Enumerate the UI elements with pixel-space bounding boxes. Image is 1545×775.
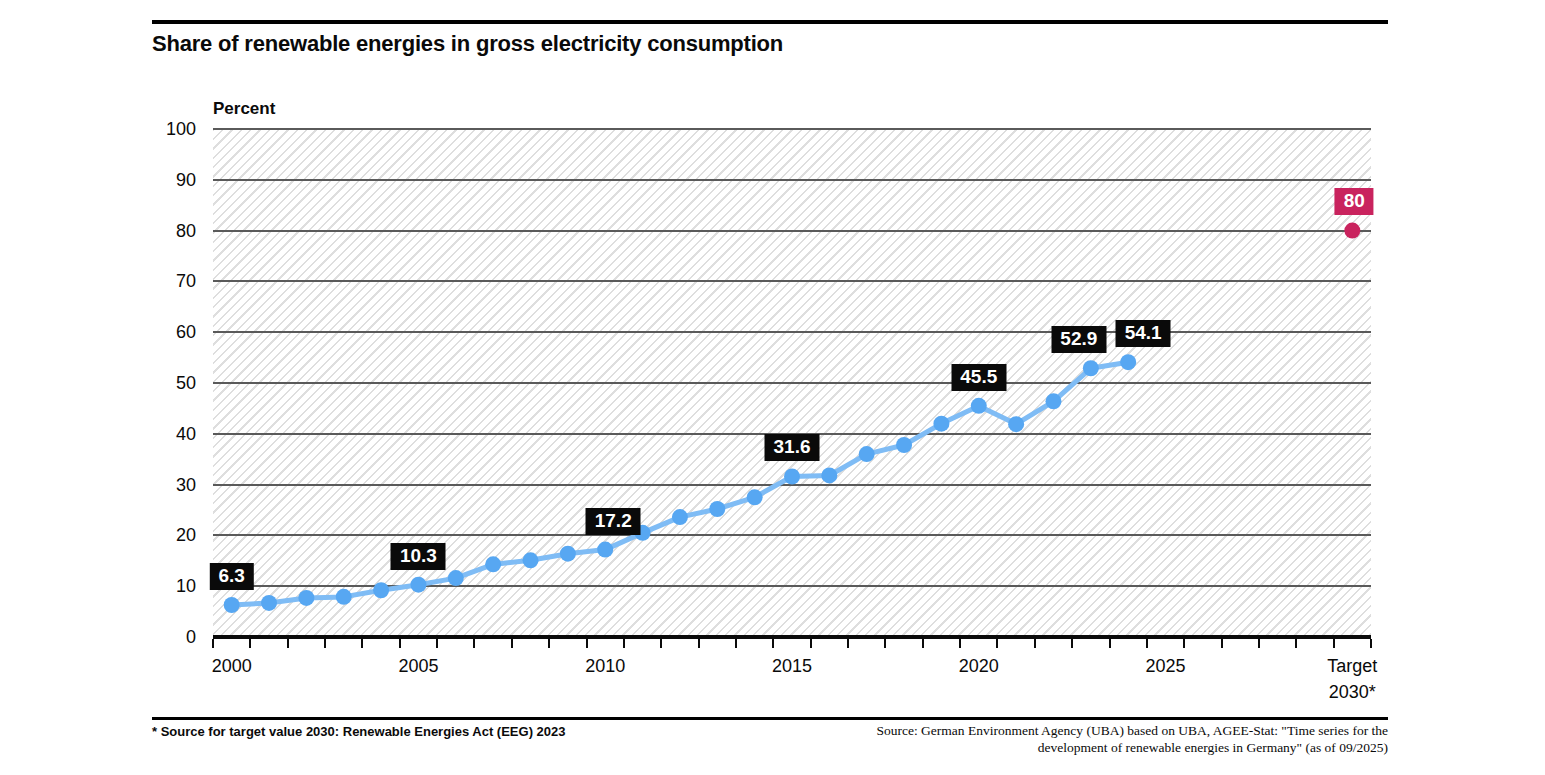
data-point-marker-2008: [523, 552, 539, 568]
x-axis-tick: [1109, 639, 1111, 648]
x-axis-tick: [772, 639, 774, 648]
data-source-line1: Source: German Environment Agency (UBA) …: [876, 722, 1388, 739]
x-axis-tick: [1370, 639, 1372, 648]
x-axis-tick: [959, 639, 961, 648]
x-tick-label-2015: 2015: [732, 653, 852, 679]
data-label-2015: 31.6: [765, 434, 820, 461]
x-axis-tick: [884, 639, 886, 648]
data-point-marker-2017: [859, 446, 875, 462]
x-axis-tick: [511, 639, 513, 648]
chart-title: Share of renewable energies in gross ele…: [152, 31, 783, 57]
data-source-line2: development of renewable energies in Ger…: [876, 739, 1388, 756]
y-tick-label-70: 70: [116, 271, 196, 291]
data-point-marker-2000: [224, 597, 240, 613]
data-point-marker-2001: [261, 595, 277, 611]
data-point-marker-2019: [933, 416, 949, 432]
data-point-marker-2005: [410, 577, 426, 593]
x-axis-tick: [361, 639, 363, 648]
x-tick-label-target-2030: Target 2030*: [1292, 653, 1412, 705]
data-point-marker-2009: [560, 546, 576, 562]
y-axis-tick-labels: 1009080706050403020100: [0, 129, 196, 637]
data-label-2000: 6.3: [209, 563, 253, 590]
x-axis-tick: [847, 639, 849, 648]
x-axis-tick: [660, 639, 662, 648]
x-axis-tick: [436, 639, 438, 648]
data-point-marker-2023: [1083, 360, 1099, 376]
x-axis-tick: [623, 639, 625, 648]
data-point-marker-2022: [1045, 393, 1061, 409]
x-axis-tick: [586, 639, 588, 648]
data-point-marker-2014: [747, 489, 763, 505]
x-axis-tick: [1071, 639, 1073, 648]
data-point-marker-2002: [298, 590, 314, 606]
data-point-marker-2024: [1120, 354, 1136, 370]
data-point-marker-2018: [896, 437, 912, 453]
x-axis-tick: [698, 639, 700, 648]
y-tick-label-20: 20: [116, 525, 196, 545]
x-axis-tick: [1295, 639, 1297, 648]
y-tick-label-80: 80: [116, 221, 196, 241]
x-axis-tick: [1146, 639, 1148, 648]
x-axis-tick: [324, 639, 326, 648]
y-tick-label-100: 100: [116, 119, 196, 139]
data-point-marker-2004: [373, 582, 389, 598]
x-axis-tick: [548, 639, 550, 648]
x-tick-label-2025: 2025: [1106, 653, 1226, 679]
x-tick-label-2005: 2005: [358, 653, 478, 679]
data-point-marker-2012: [672, 509, 688, 525]
x-axis-tick: [287, 639, 289, 648]
series-line: [232, 362, 1128, 605]
footnote-target-source: * Source for target value 2030: Renewabl…: [152, 724, 566, 739]
x-axis-tick: [1034, 639, 1036, 648]
data-label-2010: 17.2: [586, 508, 641, 535]
data-point-marker-2010: [597, 542, 613, 558]
x-axis-tick: [922, 639, 924, 648]
y-tick-label-90: 90: [116, 170, 196, 190]
y-tick-label-40: 40: [116, 424, 196, 444]
data-label-2023: 52.9: [1051, 326, 1106, 353]
data-point-marker-2006: [448, 570, 464, 586]
renewables-series-chart: [213, 129, 1371, 637]
top-rule: [152, 20, 1388, 24]
data-point-marker-2016: [821, 467, 837, 483]
data-label-2024: 54.1: [1116, 320, 1171, 347]
data-point-marker-2021: [1008, 416, 1024, 432]
data-label-2005: 10.3: [391, 543, 446, 570]
y-tick-label-60: 60: [116, 322, 196, 342]
x-axis-tick: [1221, 639, 1223, 648]
x-axis-tick: [1183, 639, 1185, 648]
x-tick-label-2010: 2010: [545, 653, 665, 679]
x-axis-tick: [810, 639, 812, 648]
y-tick-label-0: 0: [116, 627, 196, 647]
y-tick-label-10: 10: [116, 576, 196, 596]
data-source: Source: German Environment Agency (UBA) …: [876, 722, 1388, 756]
x-tick-label-2000: 2000: [172, 653, 292, 679]
footer-divider: [152, 717, 1388, 720]
data-label-2020: 45.5: [951, 364, 1006, 391]
renewables-share-infographic: Share of renewable energies in gross ele…: [0, 0, 1545, 775]
x-axis-tick: [996, 639, 998, 648]
x-axis-tick: [249, 639, 251, 648]
data-point-marker-2013: [709, 501, 725, 517]
data-point-marker-2003: [336, 589, 352, 605]
x-axis-tick: [735, 639, 737, 648]
y-tick-label-30: 30: [116, 475, 196, 495]
target-2030-marker: [1344, 223, 1360, 239]
target-2030-label: 80: [1335, 188, 1374, 215]
x-axis-tick: [473, 639, 475, 648]
x-axis-tick: [1333, 639, 1335, 648]
y-tick-label-50: 50: [116, 373, 196, 393]
data-point-marker-2015: [784, 468, 800, 484]
x-axis-tick: [399, 639, 401, 648]
x-tick-label-2020: 2020: [919, 653, 1039, 679]
x-axis-tick: [212, 639, 214, 648]
data-point-marker-2007: [485, 556, 501, 572]
y-axis-unit-label: Percent: [213, 99, 275, 119]
data-point-marker-2020: [971, 398, 987, 414]
plot-area: 200020052010201520202025Target 2030*6.31…: [213, 129, 1371, 637]
x-axis-tick: [1258, 639, 1260, 648]
